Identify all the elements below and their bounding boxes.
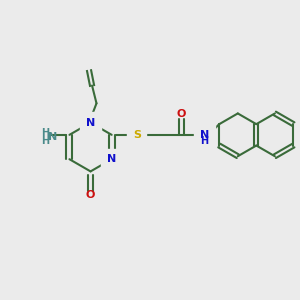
Text: S: S [133,130,141,140]
Text: N: N [200,130,209,140]
Text: H: H [200,136,208,146]
Text: H: H [42,128,50,138]
Text: O: O [177,109,186,119]
Text: N: N [49,132,58,142]
Text: H: H [42,136,50,146]
Text: O: O [86,190,95,200]
Text: N: N [86,118,95,128]
Text: N: N [107,154,116,164]
